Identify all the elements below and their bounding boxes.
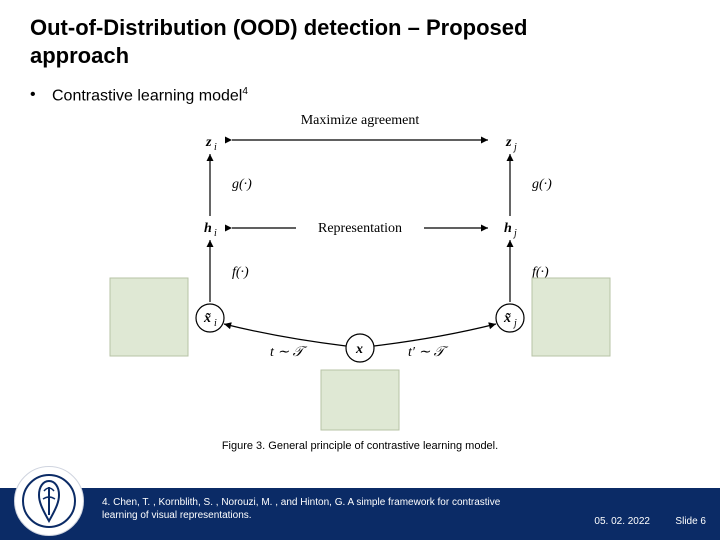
svg-text:x̃: x̃ — [503, 311, 511, 326]
bullet-marker: • — [30, 86, 52, 104]
svg-text:i: i — [214, 142, 217, 153]
edge-x-xi — [224, 324, 346, 346]
footer-citation: 4. Chen, T. , Kornblith, S. , Norouzi, M… — [102, 496, 502, 522]
svg-text:x̃: x̃ — [203, 311, 211, 326]
edge-x-xj — [374, 324, 496, 346]
slide-title: Out-of-Distribution (OOD) detection – Pr… — [30, 14, 590, 69]
node-x: x — [355, 342, 363, 357]
figure-caption: Figure 3. General principle of contrasti… — [0, 440, 720, 452]
svg-text:j: j — [512, 228, 517, 239]
svg-text:j: j — [512, 142, 517, 153]
diagram-svg: Maximize agreement z i z j g(·) g(·) h i — [120, 118, 600, 438]
bullet-text: Contrastive learning model4 — [52, 86, 248, 105]
bullet-row: • Contrastive learning model4 — [30, 86, 248, 105]
footer-bar: 4. Chen, T. , Kornblith, S. , Norouzi, M… — [0, 488, 720, 540]
label-maximize-agreement: Maximize agreement — [301, 113, 420, 128]
footer-slidenum: Slide 6 — [675, 516, 706, 527]
svg-text:z: z — [205, 135, 212, 150]
node-hj: h j — [504, 221, 517, 239]
svg-text:z: z — [505, 135, 512, 150]
camp-logo — [14, 466, 84, 536]
bullet-sup: 4 — [242, 86, 248, 97]
label-f-left: f(·) — [232, 265, 249, 280]
svg-text:h: h — [204, 221, 212, 236]
footer-date: 05. 02. 2022 — [594, 516, 650, 527]
svg-text:i: i — [214, 318, 217, 329]
camp-logo-icon — [21, 473, 77, 529]
image-right-placeholder — [532, 278, 610, 356]
label-t-right: t′ ∼ 𝒯 — [408, 345, 449, 360]
contrastive-diagram: Maximize agreement z i z j g(·) g(·) h i — [120, 118, 600, 438]
node-zj: z j — [505, 135, 517, 153]
label-t-left: t ∼ 𝒯 — [270, 345, 308, 360]
label-g-right: g(·) — [532, 177, 552, 192]
image-left-placeholder — [110, 278, 188, 356]
node-zi: z i — [205, 135, 217, 153]
label-g-left: g(·) — [232, 177, 252, 192]
image-bottom-placeholder — [321, 370, 399, 430]
bullet-text-main: Contrastive learning model — [52, 87, 242, 104]
svg-text:h: h — [504, 221, 512, 236]
slide: Out-of-Distribution (OOD) detection – Pr… — [0, 0, 720, 540]
label-representation: Representation — [318, 221, 402, 236]
svg-text:i: i — [214, 228, 217, 239]
node-hi: h i — [204, 221, 217, 239]
